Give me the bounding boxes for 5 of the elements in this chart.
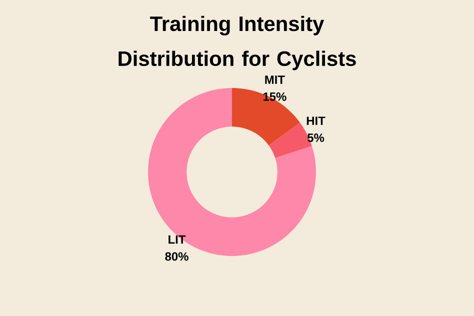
data-label: 80%	[165, 252, 188, 261]
slice-label: HIT	[306, 116, 326, 125]
chart-title: Training Intensity Distribution for Cyclists	[118, 16, 356, 70]
slice-label: MIT	[265, 76, 285, 84]
slice-label: LIT	[168, 235, 186, 244]
